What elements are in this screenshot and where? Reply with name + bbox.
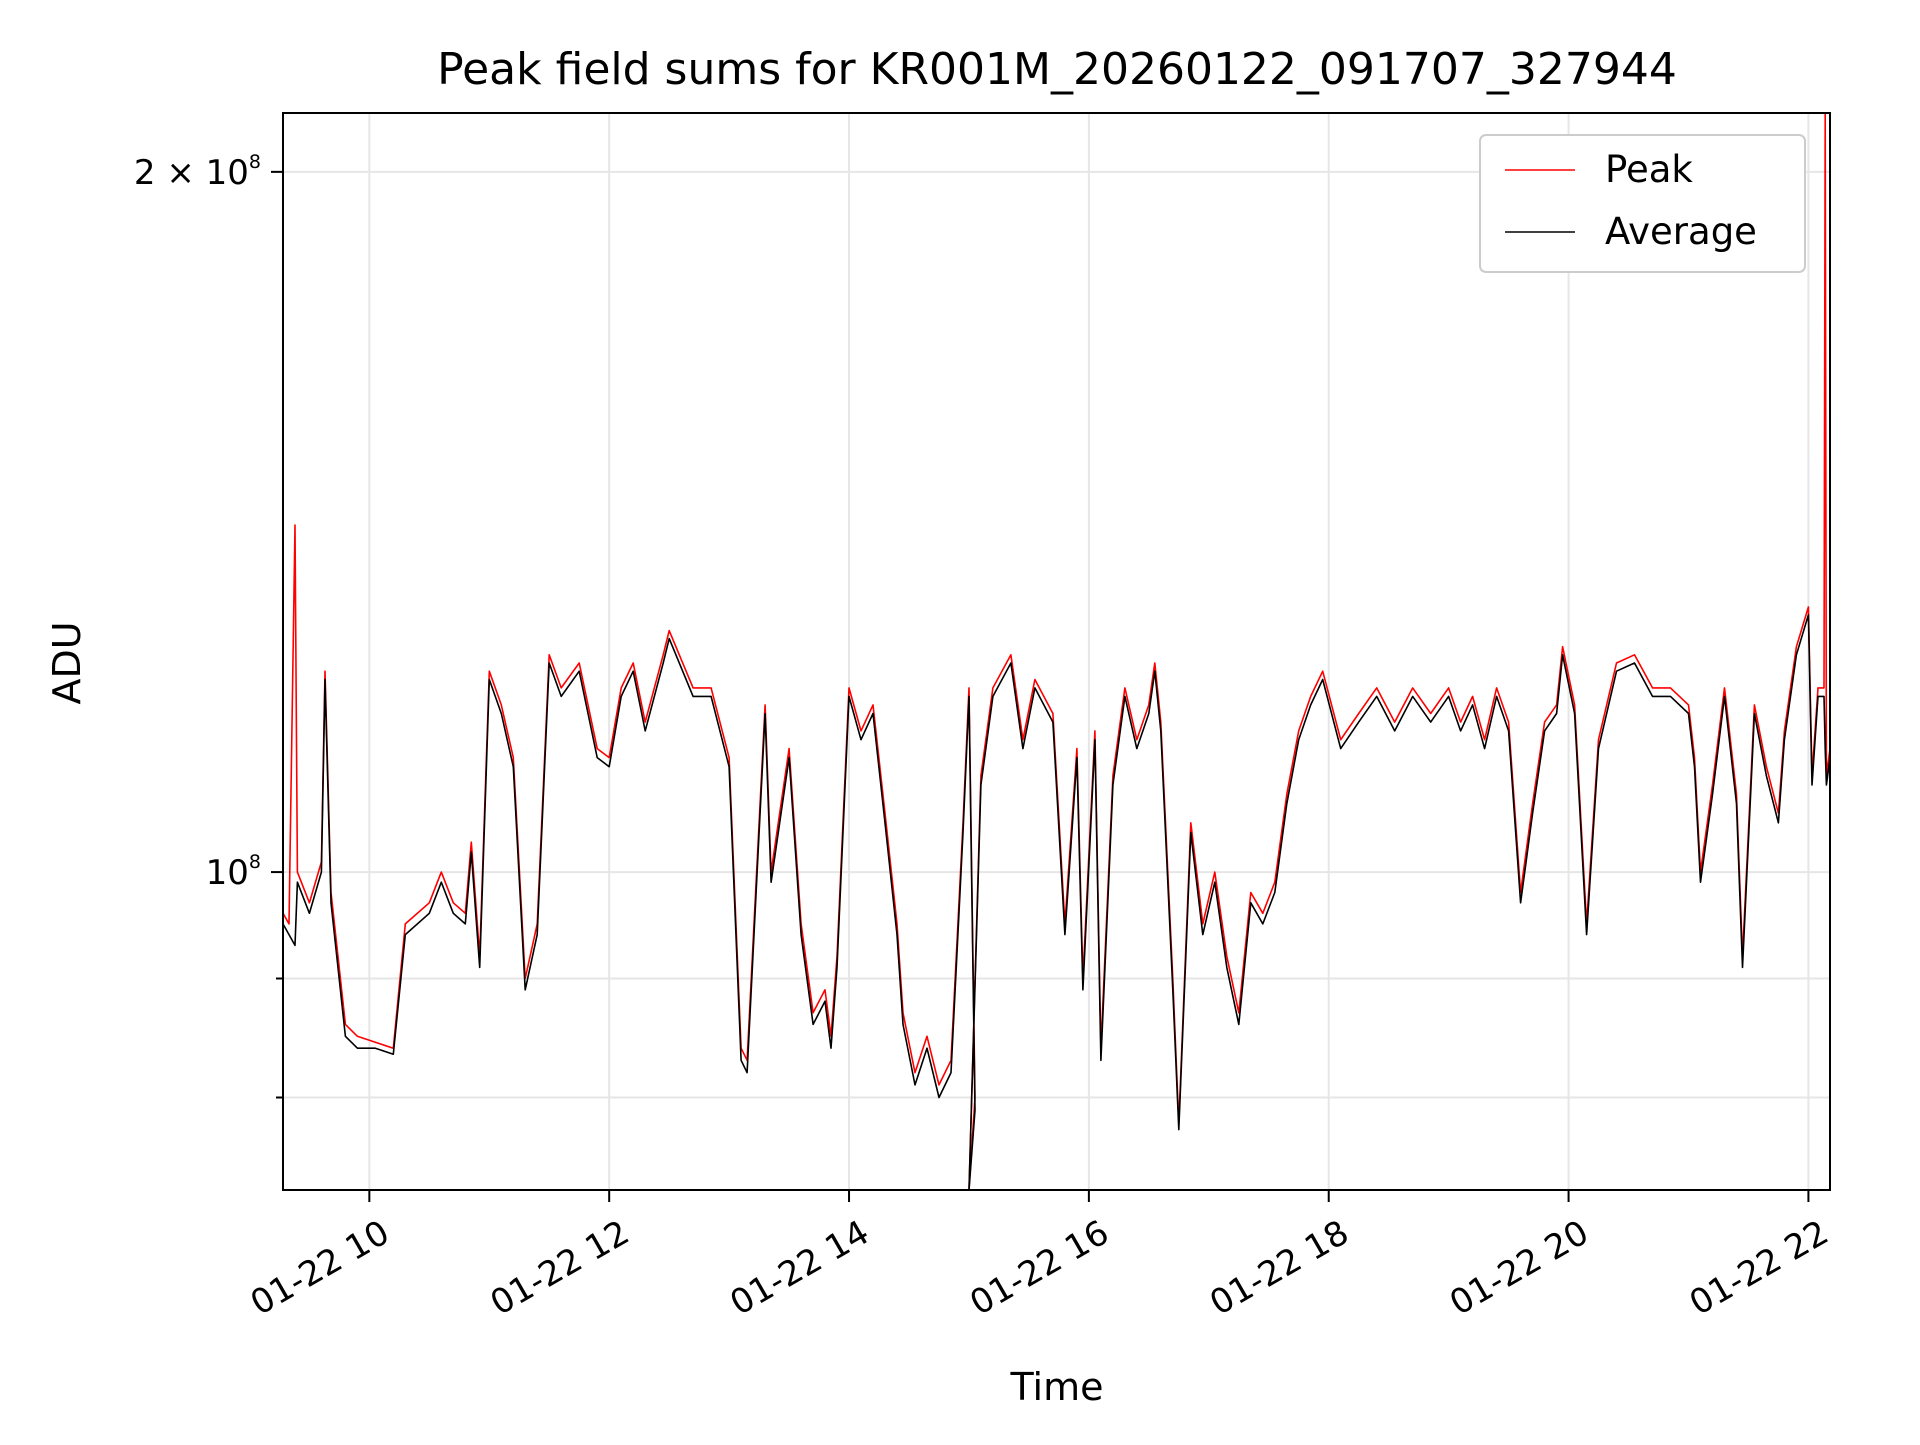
x-tick-label: 01-22 12 xyxy=(484,1213,636,1324)
grid-layer xyxy=(283,113,1830,1190)
x-tick-label: 01-22 16 xyxy=(963,1213,1115,1324)
y-axis-label: ADU xyxy=(45,621,89,704)
x-tick-label: 01-22 20 xyxy=(1443,1213,1595,1324)
x-tick-label: 01-22 14 xyxy=(724,1213,876,1324)
legend-label-average: Average xyxy=(1605,210,1757,253)
chart-title: Peak field sums for KR001M_20260122_0917… xyxy=(437,44,1677,95)
x-tick-label: 01-22 10 xyxy=(244,1213,396,1324)
tick-layer: 01-22 10 01-22 12 01-22 14 01-22 16 01-22 18… xyxy=(134,151,1835,1324)
series-line-average xyxy=(283,614,1830,1190)
x-tick-label: 01-22 22 xyxy=(1683,1213,1835,1324)
series-line-peak xyxy=(283,113,1830,1190)
x-axis-label: Time xyxy=(1010,1365,1104,1409)
legend: Peak Average xyxy=(1479,134,1806,273)
x-tick-label: 01-22 18 xyxy=(1203,1213,1355,1324)
legend-label-peak: Peak xyxy=(1605,148,1693,191)
plot-frame xyxy=(282,112,1831,1191)
series-layer xyxy=(283,113,1830,1190)
y-tick-label: 2 × 108 xyxy=(134,151,261,193)
y-tick-label: 108 xyxy=(206,851,261,893)
